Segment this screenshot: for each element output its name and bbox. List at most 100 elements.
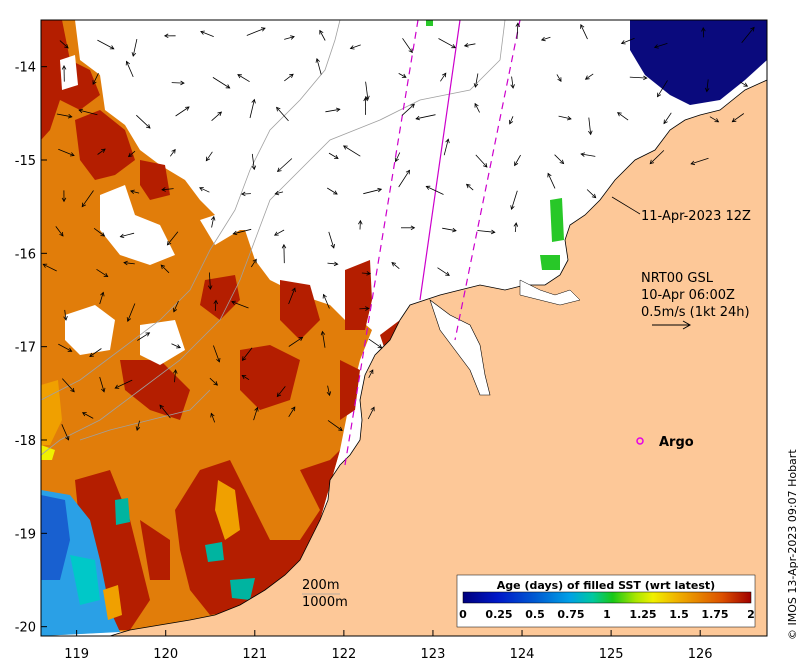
current-vector: [171, 343, 181, 349]
current-vector: [706, 79, 709, 92]
current-vector-head: [92, 80, 97, 85]
current-vector-head: [369, 369, 374, 375]
current-vector-head: [67, 347, 73, 352]
current-vector: [56, 113, 72, 118]
current-vector-head: [213, 299, 219, 305]
current-vector: [237, 74, 250, 83]
current-vector: [210, 413, 216, 423]
current-vector: [617, 112, 629, 121]
current-vector-head: [210, 412, 215, 418]
current-vector: [174, 369, 176, 383]
current-vector-head: [714, 118, 720, 123]
plot-frame: [40, 19, 768, 637]
current-vector-head: [163, 33, 169, 39]
argo-float-marker: [636, 437, 644, 445]
current-vector-head: [240, 191, 246, 197]
current-vector-head: [69, 152, 75, 157]
current-vector-head: [342, 145, 348, 150]
current-vector: [123, 262, 135, 265]
date-pointer-line: [611, 196, 641, 215]
current-vector: [89, 348, 102, 357]
current-legend-line3: 0.5m/s (1kt 24h): [641, 305, 750, 320]
depth-200-label: 200m: [302, 578, 339, 593]
current-vector: [231, 301, 249, 309]
current-vector-head: [251, 165, 257, 171]
current-vector: [416, 114, 436, 120]
current-vector: [401, 103, 415, 116]
current-vector-head: [365, 306, 370, 311]
current-vector-head: [365, 95, 370, 101]
current-vector: [741, 27, 755, 43]
current-vector: [92, 73, 99, 85]
current-vector-head: [81, 202, 86, 208]
current-vector-head: [580, 24, 585, 29]
current-vector: [558, 115, 572, 120]
current-vector: [288, 336, 303, 347]
current-vector: [326, 187, 338, 195]
current-vector: [547, 173, 556, 189]
current-vector: [585, 73, 594, 80]
current-vector: [437, 267, 450, 276]
current-vector-head: [254, 406, 259, 412]
current-vector-head: [101, 148, 106, 153]
current-vector-head: [405, 169, 410, 175]
current-vector-head: [319, 29, 324, 35]
current-vector-head: [333, 190, 338, 195]
current-vector: [242, 347, 253, 361]
current-vector: [246, 27, 266, 36]
current-vector: [361, 272, 371, 275]
argo-label: Argo: [659, 435, 694, 450]
current-vector-head: [657, 92, 662, 98]
current-vector-head: [119, 233, 125, 239]
current-vector-head: [743, 82, 749, 87]
current-vector-head: [176, 344, 181, 349]
current-vector: [690, 157, 709, 165]
current-vector: [233, 228, 252, 235]
current-vector-head: [114, 384, 120, 389]
current-vector: [161, 188, 174, 191]
annotation-date: 11-Apr-2023 12Z: [641, 209, 751, 224]
current-vector: [442, 227, 457, 232]
current-vector: [58, 148, 75, 156]
current-vector-head: [63, 316, 68, 321]
sst-green-patches: [426, 20, 564, 270]
current-vector: [398, 73, 407, 78]
current-vector: [127, 303, 136, 322]
current-vector-head: [180, 80, 185, 86]
current-vector-head: [64, 43, 69, 49]
colorbar-tick-label: 0.5: [525, 608, 545, 621]
current-vector-head: [442, 72, 447, 78]
current-vector-head: [515, 22, 520, 27]
current-vector-head: [200, 30, 205, 35]
current-vector-head: [65, 435, 70, 441]
current-vector: [663, 112, 672, 124]
current-vector: [350, 44, 361, 49]
y-tick-label: -14: [15, 61, 36, 76]
sst-gaps: [60, 55, 310, 365]
current-vector: [175, 106, 190, 117]
x-axis: 119 120 121 122 123 124 125 126: [64, 630, 713, 662]
current-vector: [136, 420, 140, 431]
current-vector-head: [465, 183, 471, 189]
current-vector-head: [241, 356, 247, 361]
current-vector: [97, 39, 114, 50]
current-vector-head: [482, 163, 488, 168]
current-vector: [443, 139, 449, 156]
current-vector-head: [377, 187, 383, 193]
current-vector-head: [127, 152, 133, 158]
current-vector: [477, 230, 495, 233]
current-vector: [241, 193, 251, 195]
current-vector-head: [173, 307, 178, 313]
current-vector-head: [588, 130, 593, 136]
current-vector-head: [547, 172, 552, 178]
current-vector: [250, 259, 257, 268]
current-vector-head: [207, 285, 213, 290]
current-vector: [79, 109, 98, 116]
current-vector: [474, 103, 480, 113]
current-vector: [359, 308, 369, 310]
colorbar-tick-label: 1: [603, 608, 611, 621]
current-vector-head: [274, 190, 280, 196]
current-vector-head: [67, 113, 73, 119]
y-tick-label: -20: [15, 621, 36, 636]
